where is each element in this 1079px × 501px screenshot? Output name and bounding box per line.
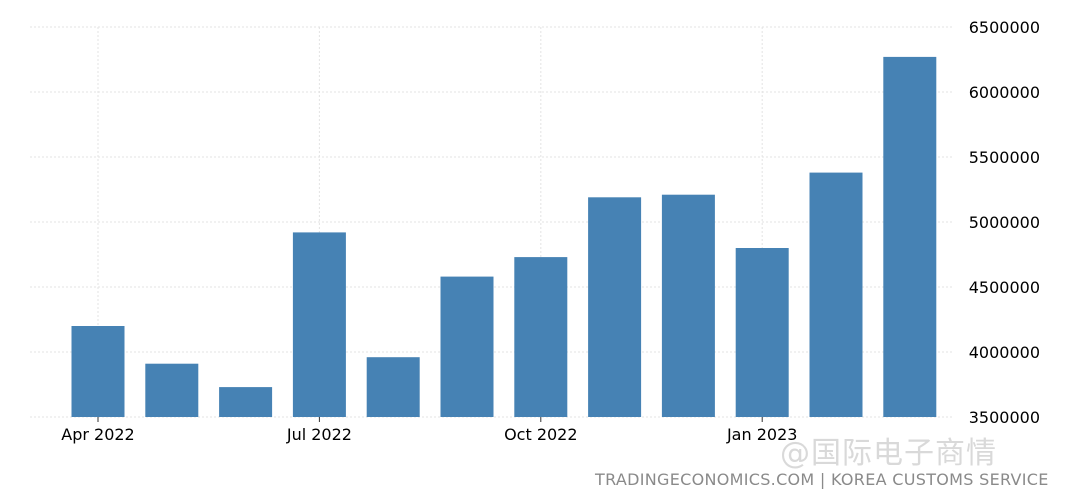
bars bbox=[71, 56, 937, 418]
x-tick-label: Oct 2022 bbox=[504, 425, 577, 444]
y-tick-label: 5000000 bbox=[969, 213, 1040, 232]
y-tick-label: 6000000 bbox=[969, 83, 1040, 102]
x-axis: Apr 2022 Jul 2022 Oct 2022 Jan 2023 bbox=[61, 417, 797, 444]
bar-2022-10 bbox=[514, 257, 568, 417]
bar-2022-12 bbox=[661, 194, 715, 417]
bar-2022-08 bbox=[366, 357, 420, 417]
y-tick-label: 5500000 bbox=[969, 148, 1040, 167]
x-tick-label: Apr 2022 bbox=[61, 425, 134, 444]
bar-2022-05 bbox=[145, 363, 199, 417]
y-tick-label: 4000000 bbox=[969, 343, 1040, 362]
bar-2022-07 bbox=[292, 232, 346, 417]
y-axis: 3500000 4000000 4500000 5000000 5500000 60000… bbox=[969, 18, 1040, 427]
bar-2023-02 bbox=[809, 172, 863, 417]
bar-2023-03 bbox=[883, 56, 937, 418]
y-tick-label: 6500000 bbox=[969, 18, 1040, 37]
bar-2022-04 bbox=[71, 326, 125, 417]
grid-lines bbox=[30, 26, 952, 418]
bar-2023-01 bbox=[735, 248, 789, 417]
x-tick-label: Jul 2022 bbox=[286, 425, 352, 444]
x-tick-label: Jan 2023 bbox=[726, 425, 797, 444]
watermark-text: @国际电子商情 bbox=[780, 436, 997, 471]
source-credit: TRADINGECONOMICS.COM | KOREA CUSTOMS SER… bbox=[595, 470, 1049, 489]
y-tick-label: 4500000 bbox=[969, 278, 1040, 297]
bar-2022-09 bbox=[440, 276, 494, 417]
y-tick-label: 3500000 bbox=[969, 408, 1040, 427]
bar-2022-06 bbox=[219, 387, 273, 417]
bar-2022-11 bbox=[588, 197, 642, 417]
